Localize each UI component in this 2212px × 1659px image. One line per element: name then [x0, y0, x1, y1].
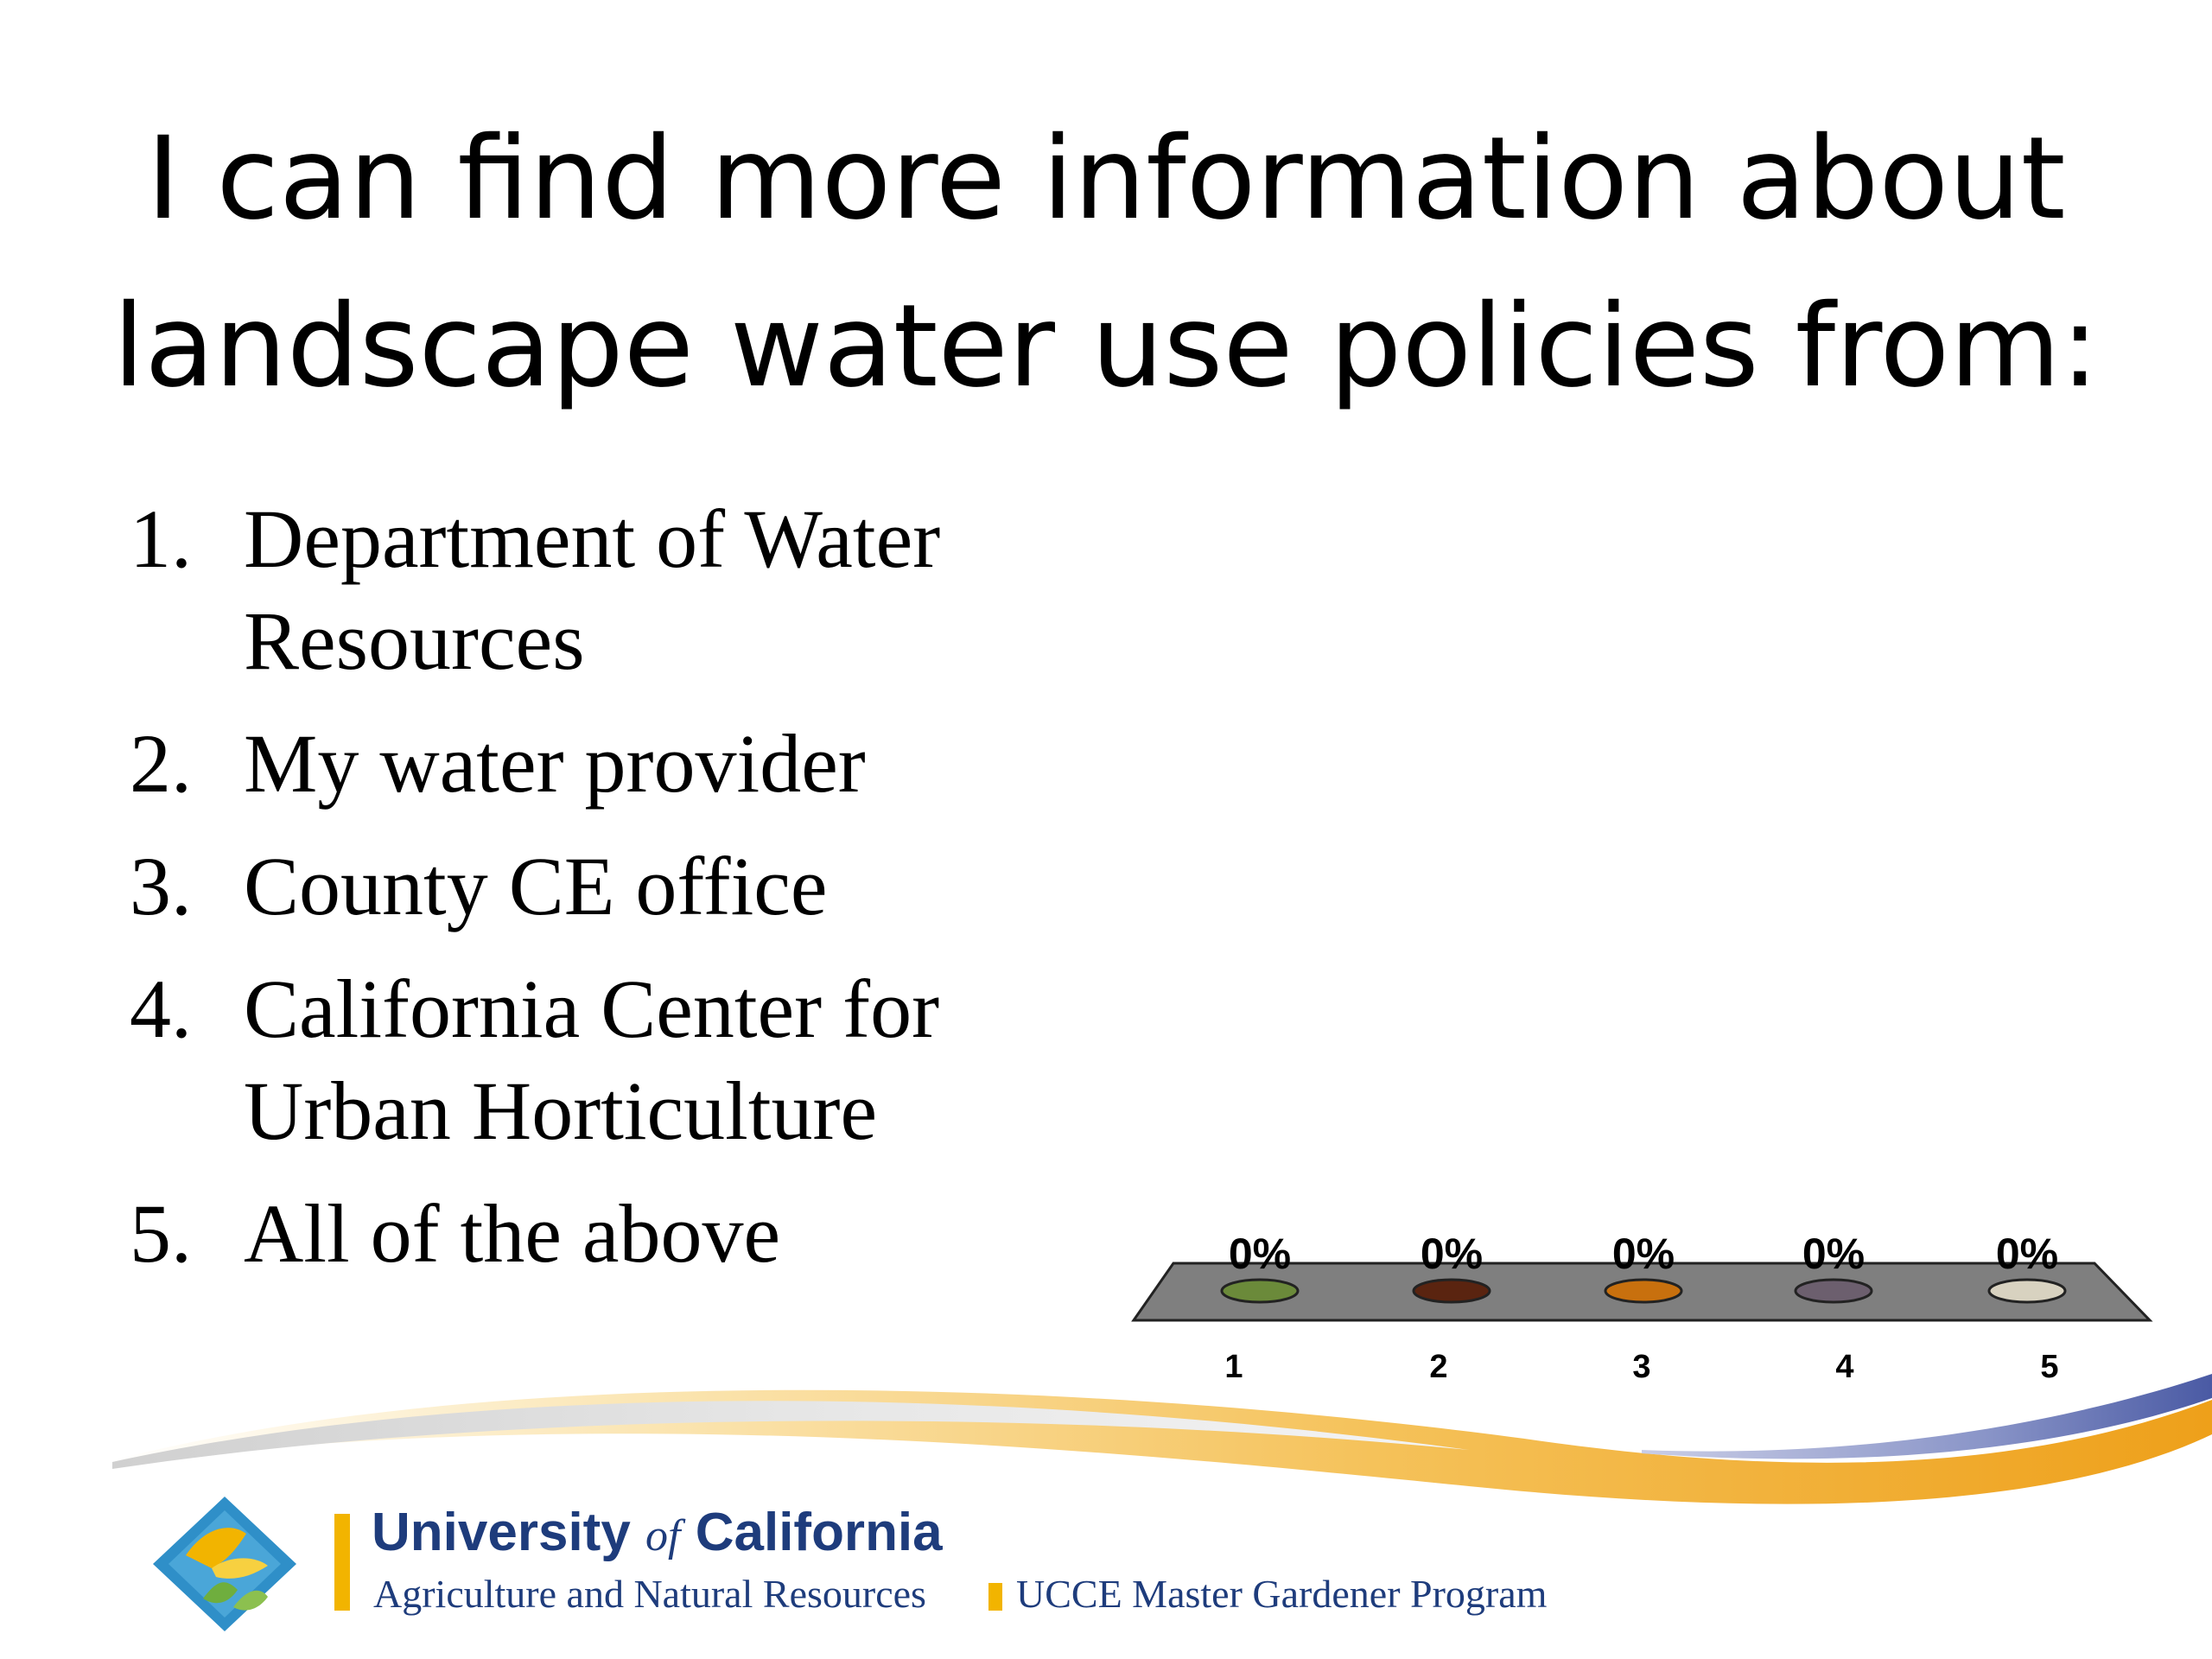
- program-name: UCCE Master Gardener Program: [1016, 1572, 1548, 1616]
- option-number: 3.: [130, 840, 192, 932]
- bar-top-4: [1794, 1278, 1873, 1304]
- program-accent-bar: [988, 1583, 1002, 1611]
- x-tick-label-1: 1: [1224, 1349, 1243, 1385]
- answer-options-list: 1. Department of Water Resources 2. My w…: [130, 488, 1166, 1306]
- option-text-line: Resources: [244, 594, 585, 687]
- data-label-1: 0%: [1229, 1230, 1291, 1278]
- org-accent-bar: [334, 1514, 350, 1611]
- answer-option-3: 3. County CE office: [130, 836, 1166, 938]
- title-line-1: I can find more information about: [146, 112, 2066, 245]
- decorative-swoosh: [112, 1374, 2212, 1504]
- response-bar-chart: 0% 1 0% 2 0% 3 0% 4 0% 5: [1131, 1230, 2153, 1385]
- uc-anr-diamond-logo-icon: [153, 1497, 296, 1631]
- org-name-part: University: [372, 1503, 646, 1562]
- x-tick-label-4: 4: [1835, 1349, 1853, 1385]
- org-name-part: California: [680, 1503, 943, 1562]
- org-name: University of California: [372, 1502, 943, 1563]
- data-label-2: 0%: [1421, 1230, 1483, 1278]
- org-subtitle: Agriculture and Natural Resources: [373, 1572, 926, 1616]
- chart-marks: 0% 1 0% 2 0% 3 0% 4 0% 5: [1220, 1230, 2067, 1385]
- data-label-4: 0%: [1802, 1230, 1865, 1278]
- option-text-line: Department of Water: [244, 493, 941, 585]
- option-number: 1.: [130, 493, 192, 585]
- data-label-5: 0%: [1996, 1230, 2058, 1278]
- option-number: 4.: [130, 963, 192, 1055]
- bar-top-3: [1604, 1278, 1683, 1304]
- option-text-line: California Center for: [244, 963, 940, 1055]
- answer-option-4: 4. California Center for Urban Horticult…: [130, 958, 1166, 1162]
- option-number: 2.: [130, 717, 192, 810]
- option-text-line: Urban Horticulture: [244, 1065, 878, 1157]
- title-line-2: landscape water use policies from:: [112, 280, 2100, 413]
- answer-option-1: 1. Department of Water Resources: [130, 488, 1166, 692]
- bar-top-5: [1987, 1278, 2067, 1304]
- x-tick-label-5: 5: [2040, 1349, 2058, 1385]
- data-label-3: 0%: [1612, 1230, 1675, 1278]
- slide-title: I can find more information about landsc…: [86, 95, 2126, 430]
- bar-top-1: [1220, 1278, 1300, 1304]
- option-number: 5.: [130, 1187, 192, 1280]
- x-tick-label-2: 2: [1429, 1349, 1447, 1385]
- org-name-of: of: [645, 1511, 681, 1560]
- option-text-line: My water provider: [244, 717, 866, 810]
- bar-top-2: [1412, 1278, 1491, 1304]
- option-text-line: All of the above: [244, 1187, 781, 1280]
- option-text-line: County CE office: [244, 840, 828, 932]
- answer-option-5: 5. All of the above: [130, 1183, 1166, 1285]
- x-tick-label-3: 3: [1632, 1349, 1650, 1385]
- answer-option-2: 2. My water provider: [130, 713, 1166, 815]
